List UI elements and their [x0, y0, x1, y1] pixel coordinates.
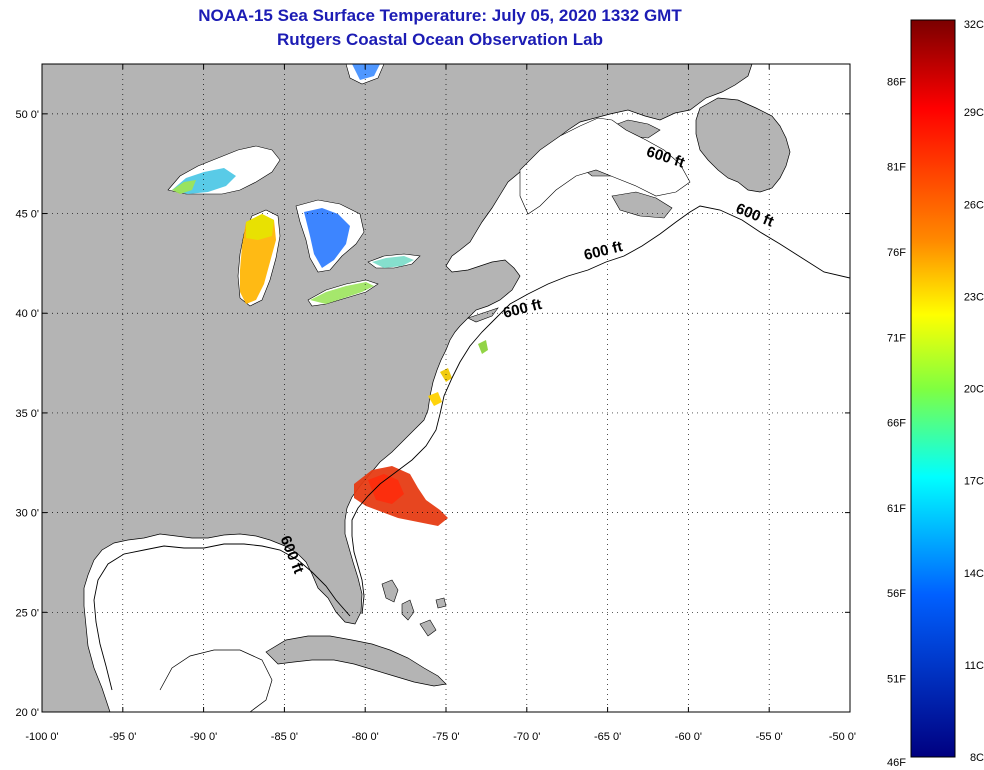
lon-label: -75 0' [432, 731, 459, 743]
sst-lake-erie [310, 282, 374, 304]
st-lawrence-gulf [519, 117, 691, 215]
map-title: NOAA-15 Sea Surface Temperature: July 05… [198, 6, 682, 25]
lat-label: 30 0' [15, 508, 39, 520]
sst-off-carolinas-core [368, 474, 404, 504]
lat-label: 25 0' [15, 607, 39, 619]
lon-label: -65 0' [594, 731, 621, 743]
sst-lake-ontario [372, 256, 414, 268]
lon-label: -85 0' [271, 731, 298, 743]
lat-label: 40 0' [15, 308, 39, 320]
lat-label: 20 0' [15, 707, 39, 719]
isobath-gulf-deep [159, 649, 273, 712]
sst-lake-superior-warm [172, 180, 196, 194]
sst-james-bay [352, 64, 380, 80]
longitude-axis: -100 0' -95 0' -90 0' -85 0' -80 0' -75 0' -70… [25, 64, 856, 743]
colorbar-celsius-label: 29C [964, 107, 984, 119]
colorbar-fahrenheit-label: 81F [887, 162, 906, 174]
sst-off-virginia [428, 392, 442, 406]
lon-label: -60 0' [675, 731, 702, 743]
colorbar-celsius-label: 8C [970, 752, 984, 764]
lat-label: 45 0' [15, 209, 39, 221]
sst-off-new-jersey [478, 340, 488, 354]
graticule [42, 64, 850, 712]
colorbar-fahrenheit-label: 76F [887, 247, 906, 259]
lon-label: -80 0' [352, 731, 379, 743]
colorbar-fahrenheit-label: 66F [887, 418, 906, 430]
colorbar-celsius-label: 17C [964, 476, 984, 488]
colorbar-fahrenheit-label: 46F [887, 757, 906, 769]
lon-label: -95 0' [109, 731, 136, 743]
sst-lake-huron [304, 208, 350, 268]
bahamas-land [381, 579, 447, 637]
colorbar-celsius-label: 32C [964, 19, 984, 31]
colorbar-celsius-label: 14C [964, 568, 984, 580]
colorbar-celsius-label: 26C [964, 199, 984, 211]
lat-label: 50 0' [15, 109, 39, 121]
latitude-axis: 50 0' 45 0' 40 0' 35 0' 30 0' 25 0' 20 0' [15, 109, 850, 719]
colorbar-fahrenheit-label: 51F [887, 674, 906, 686]
lon-label: -50 0' [829, 731, 856, 743]
lat-label: 35 0' [15, 408, 39, 420]
lon-label: -55 0' [756, 731, 783, 743]
isobath-600ft-gulf [93, 543, 351, 691]
lon-label: -70 0' [513, 731, 540, 743]
colorbar-fahrenheit-label: 61F [887, 503, 906, 515]
newfoundland-land [695, 97, 791, 193]
colorbar-celsius-label: 20C [964, 384, 984, 396]
lon-label: -90 0' [190, 731, 217, 743]
colorbar [910, 19, 956, 758]
colorbar-fahrenheit-label: 86F [887, 76, 906, 88]
sst-lake-michigan-north [246, 214, 274, 240]
colorbar-celsius-label: 23C [964, 291, 984, 303]
map-subtitle: Rutgers Coastal Ocean Observation Lab [277, 30, 603, 49]
colorbar-celsius-label: 11C [965, 660, 984, 672]
colorbar-fahrenheit-label: 71F [887, 332, 906, 344]
lon-label: -100 0' [25, 731, 58, 743]
isobath-600ft-atlantic [351, 205, 850, 615]
cape-breton-land [611, 191, 673, 219]
colorbar-labels: 32C 29C 26C 23C 20C 17C 14C 11C 8C 86F 81F 76F 71F 66… [887, 19, 984, 769]
colorbar-fahrenheit-label: 56F [887, 588, 906, 600]
